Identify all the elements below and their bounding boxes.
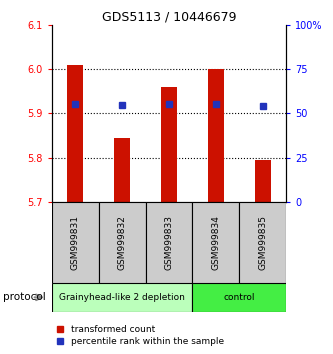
Text: protocol: protocol (3, 292, 46, 302)
Text: Grainyhead-like 2 depletion: Grainyhead-like 2 depletion (59, 293, 185, 302)
Bar (52, 202, 99, 283)
Bar (161, 87, 177, 202)
Text: GSM999834: GSM999834 (211, 215, 220, 270)
Text: control: control (224, 293, 255, 302)
Text: GSM999832: GSM999832 (118, 215, 127, 270)
Bar (208, 69, 224, 202)
Text: GSM999835: GSM999835 (258, 215, 267, 270)
Bar (52, 283, 192, 312)
Bar (239, 202, 286, 283)
Legend: transformed count, percentile rank within the sample: transformed count, percentile rank withi… (56, 325, 224, 346)
Bar (192, 202, 239, 283)
Bar (99, 202, 146, 283)
Bar (67, 65, 83, 202)
Text: GSM999831: GSM999831 (71, 215, 80, 270)
Bar (255, 160, 271, 202)
Bar (114, 138, 130, 202)
Bar (146, 202, 192, 283)
Title: GDS5113 / 10446679: GDS5113 / 10446679 (102, 11, 236, 24)
Bar (192, 283, 286, 312)
Text: GSM999833: GSM999833 (165, 215, 173, 270)
